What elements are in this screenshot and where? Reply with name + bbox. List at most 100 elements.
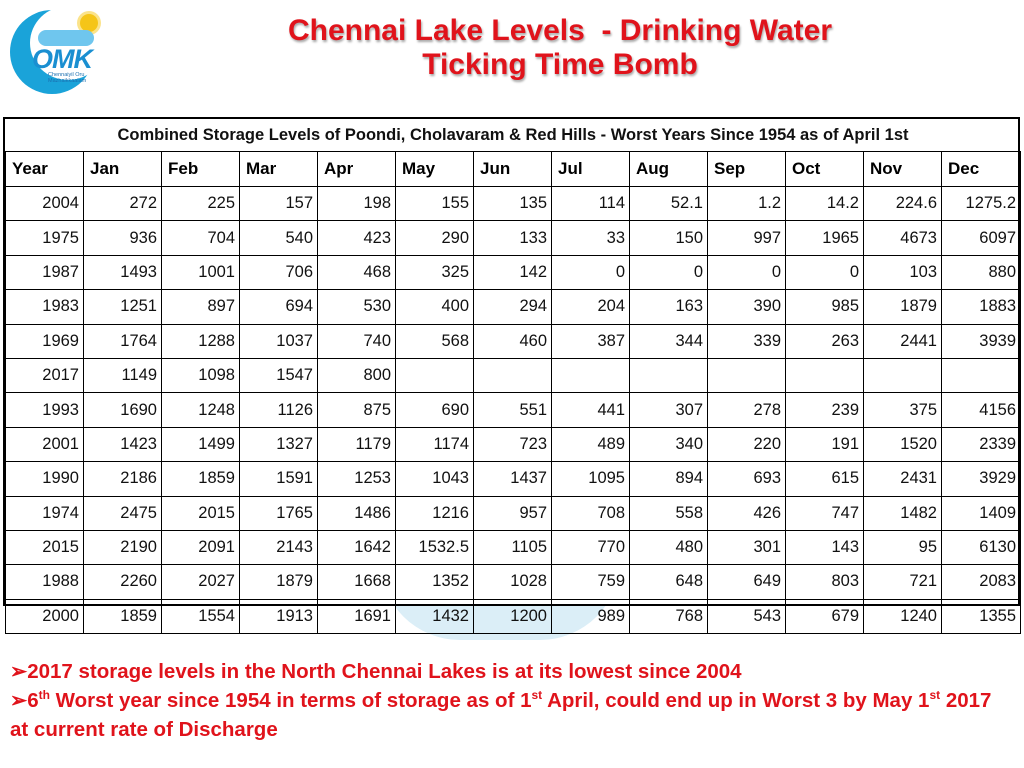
sun-icon — [80, 14, 98, 32]
storage-cell: 1253 — [317, 461, 396, 497]
page-title: Chennai Lake Levels - Drinking Water Tic… — [150, 14, 970, 82]
storage-cell: 489 — [551, 426, 630, 463]
storage-cell: 957 — [473, 495, 552, 531]
storage-cell: 150 — [629, 220, 708, 256]
storage-cell: 1423 — [83, 426, 162, 463]
storage-cell: 1764 — [83, 323, 162, 359]
column-header-year: Year — [5, 151, 84, 187]
storage-cell: 540 — [239, 220, 318, 256]
storage-cell: 985 — [785, 289, 864, 325]
storage-cell: 768 — [629, 598, 708, 635]
table-row: 1975 936 704 540 423 290 133 33 150 997 1965 4673 60… — [5, 220, 1022, 256]
table-row: 2017 1149 1098 1547 800 — [5, 357, 1022, 394]
storage-cell: 2091 — [161, 529, 240, 566]
storage-cell: 1251 — [83, 289, 162, 325]
storage-cell: 1691 — [317, 598, 396, 635]
storage-cell: 1859 — [83, 598, 162, 635]
column-header-feb: Feb — [161, 151, 240, 187]
column-header-mar: Mar — [239, 151, 318, 187]
storage-cell: 770 — [551, 529, 630, 566]
column-header-jul: Jul — [551, 151, 630, 187]
storage-cell: 1591 — [239, 461, 318, 497]
storage-cell: 1.2 — [707, 185, 786, 222]
storage-cell: 340 — [629, 426, 708, 463]
storage-cell: 679 — [785, 598, 864, 635]
storage-cell: 2186 — [83, 461, 162, 497]
storage-cell: 894 — [629, 461, 708, 497]
storage-cell: 690 — [395, 392, 474, 428]
storage-cell: 543 — [707, 598, 786, 635]
storage-cell: 272 — [83, 185, 162, 222]
storage-cell: 2015 — [161, 495, 240, 531]
storage-cell — [395, 357, 474, 394]
storage-cell: 290 — [395, 220, 474, 256]
storage-cell: 1028 — [473, 564, 552, 600]
storage-cell: 0 — [707, 254, 786, 291]
storage-cell: 1275.2 — [940, 185, 1022, 222]
storage-cell: 1879 — [863, 289, 942, 325]
storage-cell: 1352 — [395, 564, 474, 600]
storage-cell: 704 — [161, 220, 240, 256]
storage-cell: 3929 — [940, 461, 1022, 497]
storage-cell — [940, 357, 1022, 394]
storage-cell: 1179 — [317, 426, 396, 463]
storage-cell: 143 — [785, 529, 864, 566]
column-header-apr: Apr — [317, 151, 396, 187]
storage-cell: 33 — [551, 220, 630, 256]
year-cell: 1969 — [5, 323, 84, 359]
storage-cell: 1288 — [161, 323, 240, 359]
storage-cell: 133 — [473, 220, 552, 256]
storage-cell: 2339 — [940, 426, 1022, 463]
storage-cell: 1200 — [473, 598, 552, 635]
storage-cell: 1149 — [83, 357, 162, 394]
storage-cell: 1642 — [317, 529, 396, 566]
storage-cell: 263 — [785, 323, 864, 359]
storage-cell: 294 — [473, 289, 552, 325]
note-1: ➢2017 storage levels in the North Chenna… — [10, 660, 742, 683]
storage-cell: 1520 — [863, 426, 942, 463]
storage-cell: 1043 — [395, 461, 474, 497]
storage-cell: 441 — [551, 392, 630, 428]
column-header-sep: Sep — [707, 151, 786, 187]
title-line-2: Ticking Time Bomb — [422, 48, 698, 81]
storage-cell: 1240 — [863, 598, 942, 635]
storage-cell: 1499 — [161, 426, 240, 463]
storage-cell: 747 — [785, 495, 864, 531]
storage-cell: 568 — [395, 323, 474, 359]
storage-cell: 95 — [863, 529, 942, 566]
storage-cell: 1327 — [239, 426, 318, 463]
storage-cell: 142 — [473, 254, 552, 291]
storage-table-container: Combined Storage Levels of Poondi, Chola… — [3, 117, 1022, 635]
table-row: 2000 1859 1554 1913 1691 1432 1200 989 768 543 679… — [5, 598, 1022, 635]
logo-wordmark: OMK — [32, 44, 93, 74]
storage-cell: 14.2 — [785, 185, 864, 222]
storage-cell: 649 — [707, 564, 786, 600]
storage-cell: 191 — [785, 426, 864, 463]
storage-cell: 220 — [707, 426, 786, 463]
storage-cell: 1482 — [863, 495, 942, 531]
storage-cell: 344 — [629, 323, 708, 359]
storage-cell: 2475 — [83, 495, 162, 531]
storage-cell: 390 — [707, 289, 786, 325]
cloud-icon — [38, 30, 94, 46]
storage-cell: 1486 — [317, 495, 396, 531]
storage-cell: 1409 — [940, 495, 1022, 531]
storage-cell: 1437 — [473, 461, 552, 497]
storage-cell: 4156 — [940, 392, 1022, 428]
column-header-jun: Jun — [473, 151, 552, 187]
table-row: 1993 1690 1248 1126 875 690 551 441 307 278 239 375… — [5, 392, 1022, 428]
storage-cell: 1126 — [239, 392, 318, 428]
storage-cell: 1037 — [239, 323, 318, 359]
storage-cell: 759 — [551, 564, 630, 600]
storage-cell: 880 — [940, 254, 1022, 291]
table-header-row: Year Jan Feb Mar Apr May Jun Jul Aug Sep Oct Nov Dec — [5, 151, 1022, 187]
storage-cell: 339 — [707, 323, 786, 359]
storage-cell: 163 — [629, 289, 708, 325]
storage-cell: 800 — [317, 357, 396, 394]
storage-cell — [785, 357, 864, 394]
storage-cell: 694 — [239, 289, 318, 325]
storage-cell: 2441 — [863, 323, 942, 359]
storage-cell: 1248 — [161, 392, 240, 428]
storage-cell: 551 — [473, 392, 552, 428]
storage-cell: 400 — [395, 289, 474, 325]
